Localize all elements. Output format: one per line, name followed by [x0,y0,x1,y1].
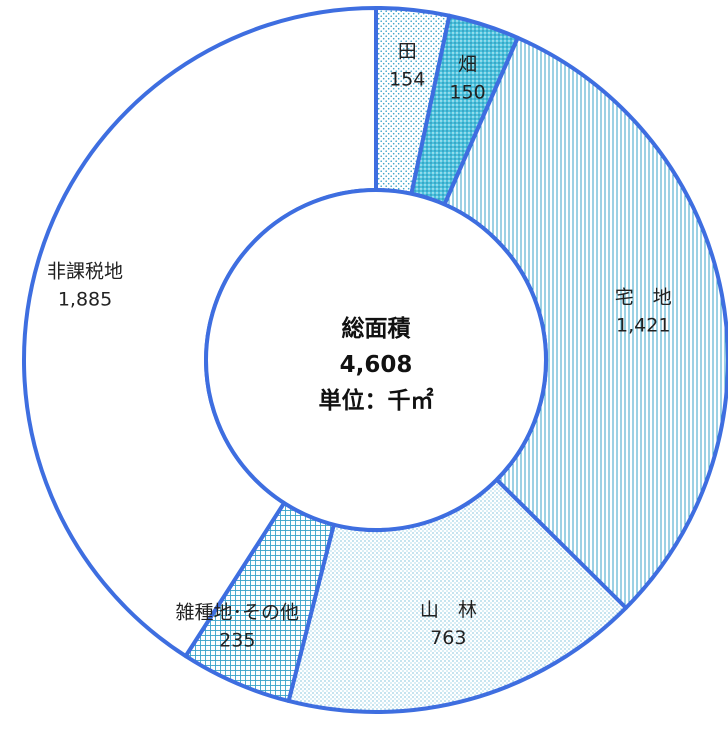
slice-label-4: 雑種地･その他 [176,601,300,623]
center-title: 総面積 [342,315,412,342]
slice-label-5: 非課税地 [47,260,123,282]
slice-label-1: 畑 [458,53,477,75]
slice-value-2: 1,421 [616,314,670,336]
slice-label-2: 宅 地 [615,286,672,308]
center-total: 4,608 [340,352,413,378]
slice-value-1: 150 [449,81,485,103]
slice-label-0: 田 [398,41,417,63]
slice-labels: 田 154 畑 150 宅 地 1,421 山 林 763 雑種地･その他 235 非課税地 1,88… [47,41,672,652]
center-unit: 単位：千㎡ [319,387,434,414]
slice-value-5: 1,885 [58,288,112,310]
slice-value-4: 235 [219,629,255,651]
center-label: 総面積 4,608 単位：千㎡ [319,315,434,414]
slice-value-0: 154 [389,69,425,91]
donut-hole [204,188,548,532]
slice-value-3: 763 [430,627,466,649]
donut-slices [22,6,728,714]
slice-label-3: 山 林 [420,599,477,621]
